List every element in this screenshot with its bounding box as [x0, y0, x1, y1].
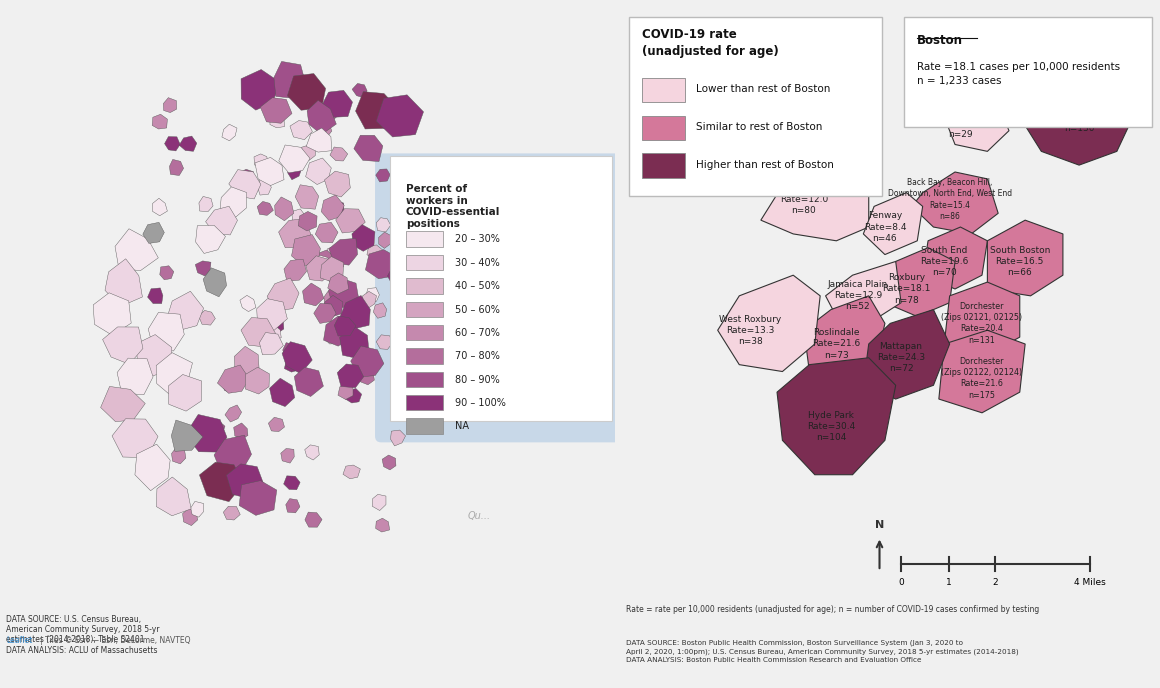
- Polygon shape: [165, 136, 180, 151]
- Polygon shape: [278, 219, 311, 248]
- Polygon shape: [351, 224, 375, 251]
- FancyBboxPatch shape: [629, 17, 883, 196]
- Polygon shape: [195, 261, 211, 276]
- Polygon shape: [234, 480, 247, 495]
- Polygon shape: [102, 327, 143, 364]
- Text: Fenway
Rate=8.4
n=46: Fenway Rate=8.4 n=46: [864, 211, 906, 243]
- Polygon shape: [306, 256, 331, 281]
- Bar: [406, 418, 443, 433]
- Polygon shape: [391, 430, 406, 446]
- Bar: [406, 255, 443, 270]
- Polygon shape: [376, 95, 423, 137]
- Text: DATA SOURCE: Boston Public Health Commission, Boston Surveillance System (Jan 3,: DATA SOURCE: Boston Public Health Commis…: [626, 640, 1018, 663]
- Polygon shape: [255, 158, 284, 186]
- Polygon shape: [172, 447, 186, 464]
- Polygon shape: [157, 353, 193, 397]
- Polygon shape: [226, 464, 263, 499]
- Polygon shape: [295, 367, 324, 396]
- Text: Charlestown
Rate=14.9
n=29: Charlestown Rate=14.9 n=29: [933, 108, 988, 140]
- Polygon shape: [164, 98, 176, 113]
- Polygon shape: [298, 211, 317, 231]
- Polygon shape: [367, 245, 383, 259]
- Polygon shape: [1020, 69, 1133, 165]
- Polygon shape: [334, 316, 356, 336]
- Polygon shape: [147, 288, 162, 303]
- Polygon shape: [340, 366, 354, 383]
- Text: 80 – 90%: 80 – 90%: [455, 375, 500, 385]
- Polygon shape: [198, 197, 213, 212]
- Polygon shape: [295, 185, 319, 209]
- Text: South End
Rate=19.6
n=70: South End Rate=19.6 n=70: [920, 246, 969, 277]
- Text: Roslindale
Rate=21.6
n=73: Roslindale Rate=21.6 n=73: [812, 328, 861, 360]
- Text: Higher than rest of Boston: Higher than rest of Boston: [696, 160, 834, 170]
- Polygon shape: [314, 111, 328, 127]
- Polygon shape: [324, 292, 339, 305]
- Bar: [406, 395, 443, 411]
- Polygon shape: [372, 495, 386, 510]
- Text: Leaflet: Leaflet: [6, 636, 32, 645]
- Polygon shape: [268, 325, 281, 340]
- Polygon shape: [761, 165, 869, 241]
- Polygon shape: [93, 293, 131, 335]
- Polygon shape: [278, 145, 310, 173]
- Text: 50 – 60%: 50 – 60%: [455, 305, 500, 314]
- Polygon shape: [136, 334, 172, 376]
- Polygon shape: [885, 248, 955, 316]
- Polygon shape: [256, 299, 288, 330]
- Polygon shape: [382, 455, 396, 470]
- Text: 90 – 100%: 90 – 100%: [455, 398, 506, 408]
- Polygon shape: [148, 312, 184, 351]
- Polygon shape: [172, 420, 203, 451]
- Text: Qu...: Qu...: [467, 511, 491, 521]
- Polygon shape: [324, 295, 343, 317]
- Polygon shape: [258, 202, 274, 215]
- Polygon shape: [340, 296, 370, 329]
- Polygon shape: [106, 259, 143, 307]
- Polygon shape: [200, 462, 244, 502]
- Polygon shape: [222, 125, 237, 141]
- Text: Back Bay, Beacon Hill,
Downtown, North End, West End
Rate=15.4
n=86: Back Bay, Beacon Hill, Downtown, North E…: [887, 178, 1012, 221]
- Polygon shape: [274, 61, 305, 98]
- Polygon shape: [233, 423, 248, 439]
- Polygon shape: [338, 383, 353, 400]
- Polygon shape: [284, 356, 299, 372]
- Text: NA: NA: [455, 421, 469, 431]
- Polygon shape: [245, 367, 269, 394]
- Polygon shape: [313, 255, 328, 272]
- FancyBboxPatch shape: [375, 153, 621, 442]
- Polygon shape: [198, 310, 216, 325]
- Polygon shape: [307, 100, 336, 135]
- Polygon shape: [291, 235, 320, 266]
- Polygon shape: [267, 278, 299, 311]
- Polygon shape: [167, 291, 204, 330]
- Polygon shape: [938, 330, 1025, 413]
- Polygon shape: [157, 477, 191, 516]
- Polygon shape: [355, 92, 399, 129]
- Polygon shape: [135, 444, 171, 491]
- Text: Dorchester
(Zips 02122, 02124)
Rate=21.6
n=175: Dorchester (Zips 02122, 02124) Rate=21.6…: [942, 357, 1023, 400]
- Polygon shape: [305, 445, 319, 460]
- Polygon shape: [182, 508, 198, 526]
- Polygon shape: [254, 154, 268, 169]
- Text: DATA SOURCE: U.S. Census Bureau,
American Community Survey, 2018 5-yr
estimates : DATA SOURCE: U.S. Census Bureau, America…: [6, 614, 160, 655]
- Polygon shape: [340, 326, 369, 358]
- Polygon shape: [306, 128, 332, 152]
- Polygon shape: [329, 202, 345, 215]
- Polygon shape: [234, 346, 259, 380]
- Polygon shape: [804, 296, 885, 385]
- Polygon shape: [219, 187, 247, 217]
- Polygon shape: [268, 417, 284, 431]
- Polygon shape: [987, 220, 1063, 296]
- Polygon shape: [325, 171, 350, 197]
- Polygon shape: [321, 195, 345, 220]
- Polygon shape: [718, 275, 820, 372]
- Text: 70 – 80%: 70 – 80%: [455, 352, 500, 361]
- Polygon shape: [376, 335, 392, 350]
- Polygon shape: [328, 273, 349, 294]
- Bar: [406, 325, 443, 341]
- Polygon shape: [360, 369, 375, 385]
- Polygon shape: [361, 291, 377, 308]
- Polygon shape: [113, 419, 158, 458]
- Text: 40 – 50%: 40 – 50%: [455, 281, 500, 291]
- Text: | Tiles © Esri — Esri, DeLorme, NAVTEQ: | Tiles © Esri — Esri, DeLorme, NAVTEQ: [39, 636, 190, 645]
